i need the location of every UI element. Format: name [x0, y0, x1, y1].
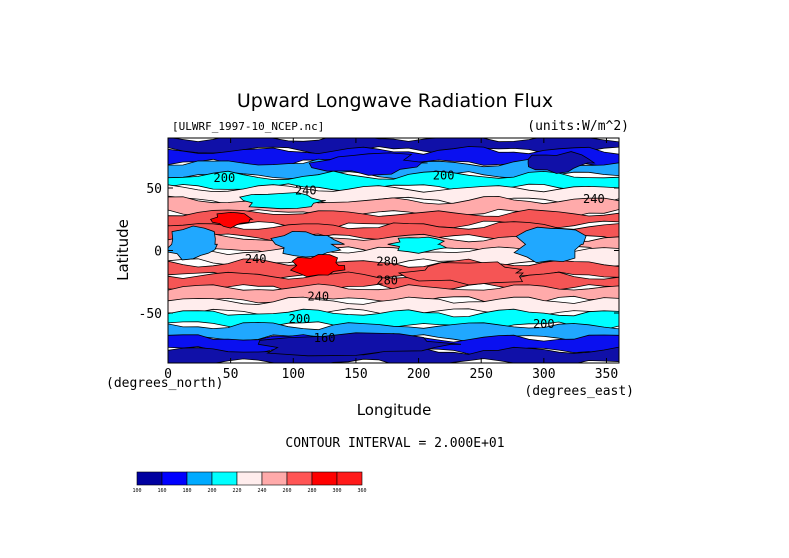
- contour-feature: [257, 332, 462, 357]
- colorbar-level-label: 360: [357, 488, 366, 494]
- contour-feature: [387, 236, 448, 254]
- colorbar-level-label: 160: [157, 488, 166, 494]
- colorbar-swatch: [211, 471, 238, 486]
- colorbar-level-label: 100: [132, 488, 141, 494]
- colorbar-level-label: 240: [257, 488, 266, 494]
- colorbar-swatch: [261, 471, 288, 486]
- contour-interval-label: CONTOUR INTERVAL = 2.000E+01: [285, 436, 504, 451]
- colorbar-swatch: [286, 471, 313, 486]
- y-tick-label: 50: [146, 182, 162, 197]
- contour-label: 160: [314, 331, 336, 345]
- contour-feature: [397, 261, 524, 286]
- x-tick-label: 350: [595, 367, 618, 382]
- colorbar: 100 160 180 200 220 240 260 280 300 360: [132, 471, 367, 494]
- x-units-label: (degrees_east): [524, 384, 634, 399]
- units-label: (units:W/m^2): [527, 119, 629, 134]
- colorbar-level-label: 300: [332, 488, 341, 494]
- contour-label: 240: [307, 290, 329, 304]
- colorbar-swatch: [136, 471, 163, 486]
- colorbar-level-label: 180: [182, 488, 191, 494]
- contour-feature: [289, 254, 346, 278]
- dataset-label: [ULWRF_1997-10_NCEP.nc]: [172, 120, 324, 133]
- contour-label: 240: [295, 183, 317, 197]
- contour-label: 200: [214, 171, 236, 185]
- x-tick-label: 250: [469, 367, 492, 382]
- colorbar-swatch: [186, 471, 213, 486]
- y-axis-ticks: -50 0 50: [139, 182, 619, 322]
- chart-title: Upward Longwave Radiation Flux: [237, 90, 553, 112]
- x-axis-label: Longitude: [357, 401, 432, 419]
- colorbar-level-label: 200: [207, 488, 216, 494]
- contour-feature: [168, 225, 218, 261]
- colorbar-level-label: 220: [232, 488, 241, 494]
- x-axis-ticks: 0 50 100 150 200 250 300 350: [164, 138, 618, 382]
- x-tick-label: 100: [282, 367, 305, 382]
- contour-label: 200: [289, 312, 311, 326]
- contour-label: 200: [433, 168, 455, 182]
- contour-feature: [209, 211, 254, 229]
- contour-feature: [527, 151, 596, 174]
- x-tick-label: 200: [407, 367, 430, 382]
- colorbar-swatch: [336, 471, 363, 486]
- x-tick-label: 0: [164, 367, 172, 382]
- contour-label: 280: [376, 273, 398, 287]
- contour-feature: [308, 152, 428, 176]
- x-tick-label: 300: [532, 367, 555, 382]
- x-tick-label: 50: [223, 367, 239, 382]
- contour-label: 240: [583, 192, 605, 206]
- colorbar-level-label: 280: [307, 488, 316, 494]
- colorbar-level-label: 260: [282, 488, 291, 494]
- y-tick-label: 0: [154, 245, 162, 260]
- y-tick-label: -50: [139, 307, 162, 322]
- contour-feature: [238, 192, 326, 210]
- y-axis-label: Latitude: [114, 219, 132, 281]
- colorbar-swatch: [161, 471, 188, 486]
- contour-label: 280: [376, 255, 398, 269]
- contour-feature: [513, 226, 587, 264]
- contour-label: 200: [533, 317, 555, 331]
- contour-band: [168, 138, 619, 155]
- y-units-label: (degrees_north): [106, 376, 223, 391]
- x-tick-label: 150: [344, 367, 367, 382]
- contour-label: 240: [245, 252, 267, 266]
- colorbar-swatch: [311, 471, 338, 486]
- colorbar-swatch: [236, 471, 263, 486]
